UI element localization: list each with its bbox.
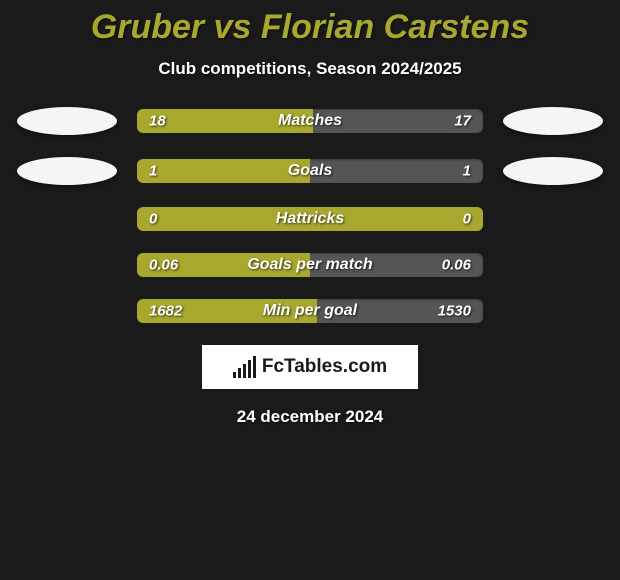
stat-row: 1682 Min per goal 1530 [0,299,620,323]
stat-bar: 0 Hattricks 0 [137,207,483,231]
stat-label: Goals per match [247,256,372,274]
stat-bar-fill [137,159,310,183]
stat-value-right: 0 [463,211,471,228]
stat-label: Min per goal [263,302,357,320]
stat-label: Hattricks [276,210,344,228]
stat-row: 0 Hattricks 0 [0,207,620,231]
subtitle: Club competitions, Season 2024/2025 [0,59,620,79]
stat-bar: 1682 Min per goal 1530 [137,299,483,323]
page-title: Gruber vs Florian Carstens [0,8,620,47]
stat-row: 1 Goals 1 [0,157,620,185]
logo-text: FcTables.com [262,356,387,378]
player-left-oval [17,107,117,135]
stat-value-left: 0.06 [149,257,178,274]
stat-value-left: 18 [149,113,166,130]
comparison-infographic: Gruber vs Florian Carstens Club competit… [0,0,620,427]
player-right-oval [503,107,603,135]
stat-value-right: 17 [454,113,471,130]
stat-value-left: 0 [149,211,157,228]
stat-value-right: 1530 [438,303,471,320]
stat-bar: 18 Matches 17 [137,109,483,133]
stat-value-right: 1 [463,163,471,180]
stat-bar: 0.06 Goals per match 0.06 [137,253,483,277]
stat-label: Goals [288,162,332,180]
stat-row: 0.06 Goals per match 0.06 [0,253,620,277]
stat-label: Matches [278,112,342,130]
stat-rows: 18 Matches 17 1 Goals 1 0 Hattricks 0 0.06 Goals p… [0,107,620,323]
stat-value-right: 0.06 [442,257,471,274]
stat-value-left: 1 [149,163,157,180]
fctables-logo[interactable]: FcTables.com [202,345,418,389]
date-label: 24 december 2024 [0,407,620,427]
chart-icon [233,356,256,378]
player-right-oval [503,157,603,185]
stat-bar: 1 Goals 1 [137,159,483,183]
player-left-oval [17,157,117,185]
stat-row: 18 Matches 17 [0,107,620,135]
stat-value-left: 1682 [149,303,182,320]
